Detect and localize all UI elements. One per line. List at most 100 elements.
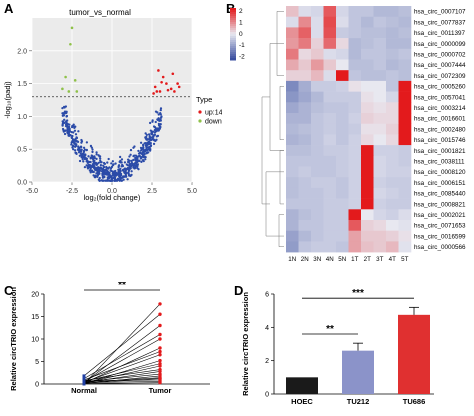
heatmap-cell (286, 198, 299, 210)
heatmap-cell (361, 113, 374, 124)
heatmap-cell (286, 155, 299, 167)
heatmap-cell (311, 102, 324, 114)
ns-point (110, 162, 113, 165)
heatmap-cell (398, 16, 412, 28)
ns-point (127, 164, 131, 167)
heatmap-cell (348, 220, 362, 231)
ns-point (135, 164, 138, 168)
ns-point (93, 156, 96, 160)
heatmap-cell (298, 198, 312, 210)
heatmap-cell (311, 38, 324, 50)
ns-point (146, 146, 149, 149)
colorbar-segment (230, 22, 236, 25)
colorbar-segment (230, 28, 236, 31)
pair-line (83, 369, 161, 381)
significance-label: ** (118, 282, 126, 291)
ns-point (107, 157, 110, 161)
heatmap-cell (298, 134, 312, 146)
legend-title: Type (196, 95, 212, 104)
ns-point (150, 132, 153, 135)
heatmap-cell (286, 80, 299, 92)
ns-point (72, 148, 75, 151)
column-label: 5N (338, 256, 346, 263)
ns-point (85, 141, 89, 144)
ns-point (103, 170, 106, 173)
ns-point (159, 107, 163, 110)
pair-line (83, 303, 161, 385)
ns-point (110, 179, 114, 182)
y-axis-label: Relative circTRIO expression (9, 287, 18, 391)
heatmap-cell (373, 145, 387, 157)
heatmap-cell (348, 38, 362, 50)
ns-point (61, 122, 65, 125)
ns-point (61, 107, 64, 110)
colorbar-segment (230, 12, 236, 15)
heatmap-cell (348, 209, 362, 221)
ns-point (132, 166, 135, 169)
ns-point (88, 169, 92, 172)
legend-marker (198, 119, 202, 123)
heatmap-cell (323, 113, 337, 124)
heatmap-cell (311, 59, 324, 71)
heatmap-cell (298, 113, 312, 124)
heatmap-cell (361, 91, 374, 103)
pair-line (83, 338, 161, 383)
colorbar-segment (230, 40, 236, 43)
x-tick-label: 5.0 (187, 188, 197, 195)
heatmap-cell (311, 91, 324, 103)
ns-point (136, 160, 139, 163)
column-label: 5T (401, 256, 408, 263)
heatmap-cell (398, 38, 412, 50)
heatmap-cell (311, 70, 324, 82)
ns-point (146, 138, 149, 141)
heatmap-cell (336, 113, 349, 124)
ns-point (127, 160, 130, 164)
ns-point (115, 171, 118, 175)
heatmap-cell (386, 166, 399, 178)
significance-label: *** (352, 288, 364, 299)
colorbar-segment (230, 50, 236, 53)
ns-point (64, 120, 68, 123)
ns-point (111, 174, 115, 177)
heatmap-cell (311, 16, 324, 28)
row-label: hsa_circ_0038111 (414, 158, 465, 165)
ns-point (110, 165, 114, 168)
ns-point (106, 173, 109, 176)
ns-point (75, 136, 78, 139)
heatmap-cell (361, 123, 374, 135)
heatmap-cell (348, 230, 362, 242)
ns-point (95, 151, 98, 154)
ns-point (89, 171, 92, 174)
ns-point (139, 149, 143, 152)
heatmap-cell (361, 241, 374, 253)
row-label: hsa_circ_0007444 (414, 62, 466, 69)
ns-point (82, 160, 85, 163)
ns-point (74, 151, 77, 154)
column-label: 4T (389, 256, 396, 263)
up-point (160, 80, 163, 84)
heatmap-cell (386, 59, 399, 71)
ns-point (97, 167, 100, 170)
x-axis-label: log₂(fold change) (84, 193, 141, 202)
normal-point (82, 382, 86, 386)
ns-point (95, 163, 98, 167)
significance-label: ** (326, 324, 334, 335)
up-point (165, 82, 168, 85)
ns-point (139, 146, 143, 149)
ns-point (142, 146, 145, 149)
heatmap-cell (298, 123, 312, 135)
heatmap-cell (348, 241, 362, 253)
heatmap-cell (311, 27, 324, 39)
ns-point (68, 123, 71, 126)
row-label: hsa_circ_0000566 (414, 244, 466, 251)
pair-line (83, 382, 161, 384)
up-point (176, 82, 179, 85)
y-tick-label: 5 (35, 359, 39, 366)
y-tick-label: 20 (31, 292, 39, 299)
heatmap-cell (298, 27, 312, 39)
ns-point (144, 158, 147, 161)
ns-point (133, 154, 136, 157)
heatmap-panel: B1N2N3N4N5N1T2T3T4T5Thsa_circ_0007107hsa… (222, 0, 474, 270)
ns-point (149, 144, 153, 147)
down-point (61, 87, 64, 91)
